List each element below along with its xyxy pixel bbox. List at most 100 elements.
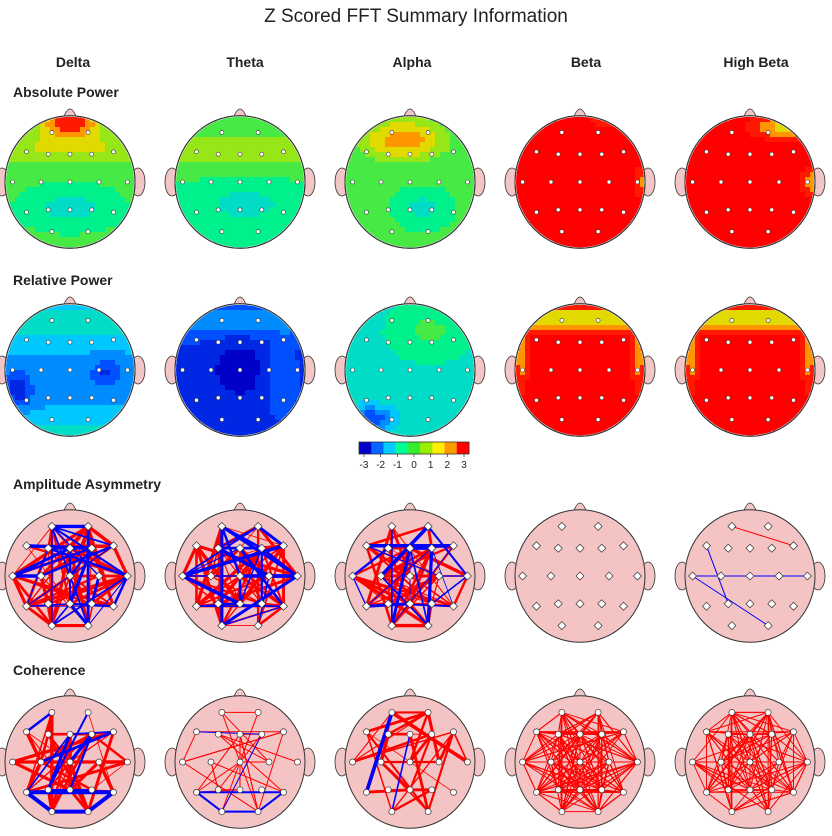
heatmap-cell — [595, 197, 601, 203]
heatmap-cell — [230, 127, 236, 133]
heatmap-cell — [385, 137, 391, 143]
heatmap-cell — [210, 375, 216, 381]
heatmap-cell — [240, 325, 246, 331]
heatmap-cell — [705, 177, 711, 183]
heatmap-cell — [105, 167, 111, 173]
heatmap-cell — [85, 212, 91, 218]
heatmap-cell — [516, 117, 521, 123]
heatmap-cell — [375, 117, 381, 123]
heatmap-cell — [110, 227, 116, 233]
heatmap-cell — [200, 117, 206, 123]
heatmap-cell — [270, 232, 276, 238]
heatmap-cell — [220, 330, 226, 336]
heatmap-cell — [120, 167, 126, 173]
heatmap-cell — [686, 232, 691, 238]
heatmap-cell — [105, 315, 111, 321]
heatmap-cell — [470, 167, 474, 173]
heatmap-cell — [30, 330, 36, 336]
heatmap-cell — [265, 400, 271, 406]
heatmap-cell — [390, 157, 396, 163]
electrode — [259, 207, 265, 213]
heatmap-cell — [120, 127, 126, 133]
heatmap-cell — [176, 310, 181, 316]
heatmap-cell — [410, 222, 416, 228]
heatmap-cell — [745, 192, 751, 198]
heatmap-cell — [805, 197, 811, 203]
heatmap-cell — [260, 137, 266, 143]
heatmap-cell — [405, 132, 411, 138]
heatmap-cell — [230, 400, 236, 406]
heatmap-cell — [405, 222, 411, 228]
heatmap-cell — [465, 192, 471, 198]
heatmap-cell — [470, 207, 474, 213]
heatmap-cell — [720, 162, 726, 168]
heatmap-cell — [790, 187, 796, 193]
heatmap-cell — [445, 202, 451, 208]
heatmap-cell — [710, 222, 716, 228]
heatmap-cell — [220, 197, 226, 203]
heatmap-cell — [105, 247, 111, 248]
heatmap-cell — [245, 340, 251, 346]
heatmap-cell — [215, 202, 221, 208]
heatmap-cell — [570, 162, 576, 168]
heatmap-cell — [300, 222, 304, 228]
heatmap-cell — [445, 142, 451, 148]
heatmap-cell — [775, 217, 781, 223]
heatmap-cell — [375, 167, 381, 173]
heatmap-cell — [425, 132, 431, 138]
heatmap-cell — [110, 167, 116, 173]
heatmap-cell — [635, 207, 641, 213]
heatmap-cell — [115, 380, 121, 386]
heatmap-cell — [755, 187, 761, 193]
heatmap-cell — [225, 365, 231, 371]
heatmap-cell — [785, 182, 791, 188]
heatmap-cell — [110, 405, 116, 411]
heatmap-cell — [760, 147, 766, 153]
heatmap-cell — [615, 212, 621, 218]
heatmap-cell — [520, 232, 526, 238]
heatmap-cell — [270, 395, 276, 401]
heatmap-cell — [95, 375, 101, 381]
heatmap-cell — [115, 390, 121, 396]
heatmap-cell — [775, 167, 781, 173]
heatmap-cell — [346, 137, 351, 143]
heatmap-cell — [790, 192, 796, 198]
heatmap-cell — [35, 380, 41, 386]
heatmap-cell — [115, 340, 121, 346]
heatmap-cell — [420, 232, 426, 238]
heatmap-cell — [6, 167, 11, 173]
heatmap-cell — [75, 370, 81, 376]
heatmap-cell — [180, 247, 186, 248]
heatmap-cell — [570, 212, 576, 218]
heatmap-cell — [410, 127, 416, 133]
heatmap-cell — [385, 132, 391, 138]
heatmap-cell — [730, 182, 736, 188]
heatmap-cell — [95, 122, 101, 128]
heatmap-cell — [255, 340, 261, 346]
heatmap-cell — [200, 127, 206, 133]
heatmap-cell — [346, 177, 351, 183]
heatmap-cell — [605, 227, 611, 233]
heatmap-cell — [585, 142, 591, 148]
heatmap-cell — [530, 167, 536, 173]
heatmap-cell — [740, 142, 746, 148]
heatmap-cell — [6, 242, 11, 248]
heatmap-cell — [125, 320, 131, 326]
heatmap-cell — [346, 187, 351, 193]
heatmap-cell — [220, 370, 226, 376]
heatmap-cell — [585, 242, 591, 248]
electrode — [407, 179, 413, 185]
heatmap-cell — [105, 345, 111, 351]
heatmap-cell — [580, 207, 586, 213]
heatmap-cell — [560, 137, 566, 143]
heatmap-cell — [440, 142, 446, 148]
heatmap-cell — [380, 152, 386, 158]
heatmap-cell — [35, 325, 41, 331]
heatmap-cell — [230, 207, 236, 213]
heatmap-cell — [355, 202, 361, 208]
heatmap-cell — [765, 162, 771, 168]
heatmap-cell — [10, 222, 16, 228]
heatmap-cell — [45, 147, 51, 153]
heatmap-cell — [240, 232, 246, 238]
heatmap-cell — [120, 237, 126, 243]
